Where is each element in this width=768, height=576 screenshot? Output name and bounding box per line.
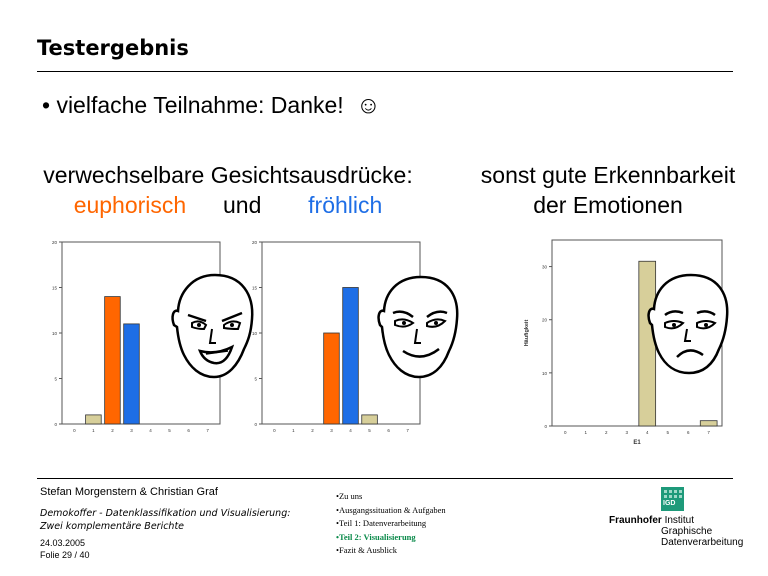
x-tick-label: 2 <box>111 428 114 433</box>
bar <box>85 414 102 425</box>
agenda-item[interactable]: •Ausgangssituation & Aufgaben <box>336 504 446 515</box>
x-tick-label: 1 <box>292 428 295 433</box>
x-tick-label: 7 <box>406 428 409 433</box>
bar <box>361 414 378 425</box>
chart-euphoric-vs-happy-2: 0 5 10 15 20 0 1 2 3 4 5 6 7 <box>252 240 421 433</box>
x-axis-label: E1 <box>633 440 641 446</box>
y-tick-label: 10 <box>252 331 258 336</box>
fraunhofer-logo-icon: IGD <box>661 487 684 511</box>
y-tick-label: 10 <box>542 371 548 376</box>
x-tick-label: 7 <box>707 430 710 435</box>
y-axis-label: Häufigkeit <box>524 320 530 347</box>
x-tick-label: 3 <box>330 428 333 433</box>
smiley-icon: ☺ <box>356 92 381 119</box>
euphoric-face-icon <box>171 273 254 379</box>
x-tick-label: 6 <box>187 428 190 433</box>
y-tick-label: 0 <box>544 424 547 429</box>
slide-title: Testergebnis <box>37 36 189 60</box>
happy-face-icon <box>377 275 459 379</box>
bar <box>123 323 140 425</box>
bar <box>104 296 121 425</box>
logo-grid-icon <box>664 490 682 498</box>
left-heading: verwechselbare Gesichtsausdrücke: euphor… <box>36 160 420 220</box>
slide-number: Folie 29 / 40 <box>40 550 90 560</box>
title-divider <box>37 71 733 72</box>
x-tick-label: 0 <box>273 428 276 433</box>
x-tick-label: 4 <box>646 430 649 435</box>
x-tick-label: 3 <box>130 428 133 433</box>
y-tick-label: 20 <box>542 318 548 323</box>
authors: Stefan Morgenstern & Christian Graf <box>40 486 218 498</box>
agenda-list: •Zu uns •Ausgangssituation & Aufgaben •T… <box>336 490 446 558</box>
right-heading-line2: der Emotionen <box>533 192 683 218</box>
y-tick-label: 10 <box>52 331 58 336</box>
x-tick-label: 1 <box>585 430 588 435</box>
x-tick-label: 5 <box>666 430 669 435</box>
euphoric-word: euphorisch <box>73 192 187 218</box>
date-and-slide: 24.03.2005 Folie 29 / 40 <box>40 537 90 561</box>
y-tick-label: 15 <box>252 286 258 291</box>
x-tick-label: 4 <box>149 428 152 433</box>
logo-company: Fraunhofer <box>609 515 662 526</box>
right-heading-line1: sonst gute Erkennbarkeit <box>480 162 736 188</box>
x-tick-label: 6 <box>687 430 690 435</box>
y-tick-label: 0 <box>254 422 257 427</box>
x-tick-label: 5 <box>168 428 171 433</box>
x-tick-label: 6 <box>387 428 390 433</box>
sad-face-icon <box>647 273 729 375</box>
subtitle-line-2: Zwei komplementäre Berichte <box>40 521 185 532</box>
footer-divider <box>37 478 733 479</box>
x-tick-label: 2 <box>311 428 314 433</box>
logo-badge: IGD <box>663 500 676 507</box>
left-heading-line1: verwechselbare Gesichtsausdrücke: <box>43 162 413 188</box>
y-tick-label: 20 <box>252 240 258 245</box>
y-tick-label: 20 <box>52 240 58 245</box>
bar <box>342 287 359 425</box>
bar <box>323 332 340 425</box>
agenda-item[interactable]: •Zu uns <box>336 491 363 501</box>
y-tick-label: 0 <box>54 422 57 427</box>
x-tick-label: 0 <box>564 430 567 435</box>
subtitle-line-1: Demokoffer - Datenklassifikation und Vis… <box>40 508 291 519</box>
y-tick-label: 30 <box>542 265 548 270</box>
x-tick-label: 4 <box>349 428 352 433</box>
x-tick-label: 1 <box>92 428 95 433</box>
y-tick-label: 5 <box>254 377 257 382</box>
x-tick-label: 0 <box>73 428 76 433</box>
x-tick-label: 7 <box>206 428 209 433</box>
date: 24.03.2005 <box>40 538 86 548</box>
bar <box>699 420 718 427</box>
y-tick-label: 15 <box>52 286 58 291</box>
fraunhofer-logo: Fraunhofer Institut Graphische Datenvera… <box>609 515 743 548</box>
x-tick-label: 3 <box>626 430 629 435</box>
logo-line2: Graphische <box>661 526 713 537</box>
right-heading: sonst gute Erkennbarkeit der Emotionen <box>468 160 748 220</box>
bullet-point: • vielfache Teilnahme: Danke! ☺ <box>42 92 381 120</box>
agenda-item[interactable]: •Teil 1: Datenverarbeitung <box>336 518 427 529</box>
agenda-item-active[interactable]: •Teil 2: Visualisierung <box>336 531 416 542</box>
x-tick-label: 5 <box>368 428 371 433</box>
agenda-item[interactable]: •Fazit & Ausblick <box>336 545 398 556</box>
bullet-text: • vielfache Teilnahme: Danke! <box>42 92 344 118</box>
logo-line3: Datenverarbeitung <box>661 537 744 548</box>
happy-word: fröhlich <box>308 192 383 218</box>
y-tick-label: 5 <box>54 377 57 382</box>
and-word: und <box>223 192 262 218</box>
x-tick-label: 2 <box>605 430 608 435</box>
logo-line1: Institut <box>664 515 695 526</box>
presentation-subtitle: Demokoffer - Datenklassifikation und Vis… <box>40 507 310 533</box>
